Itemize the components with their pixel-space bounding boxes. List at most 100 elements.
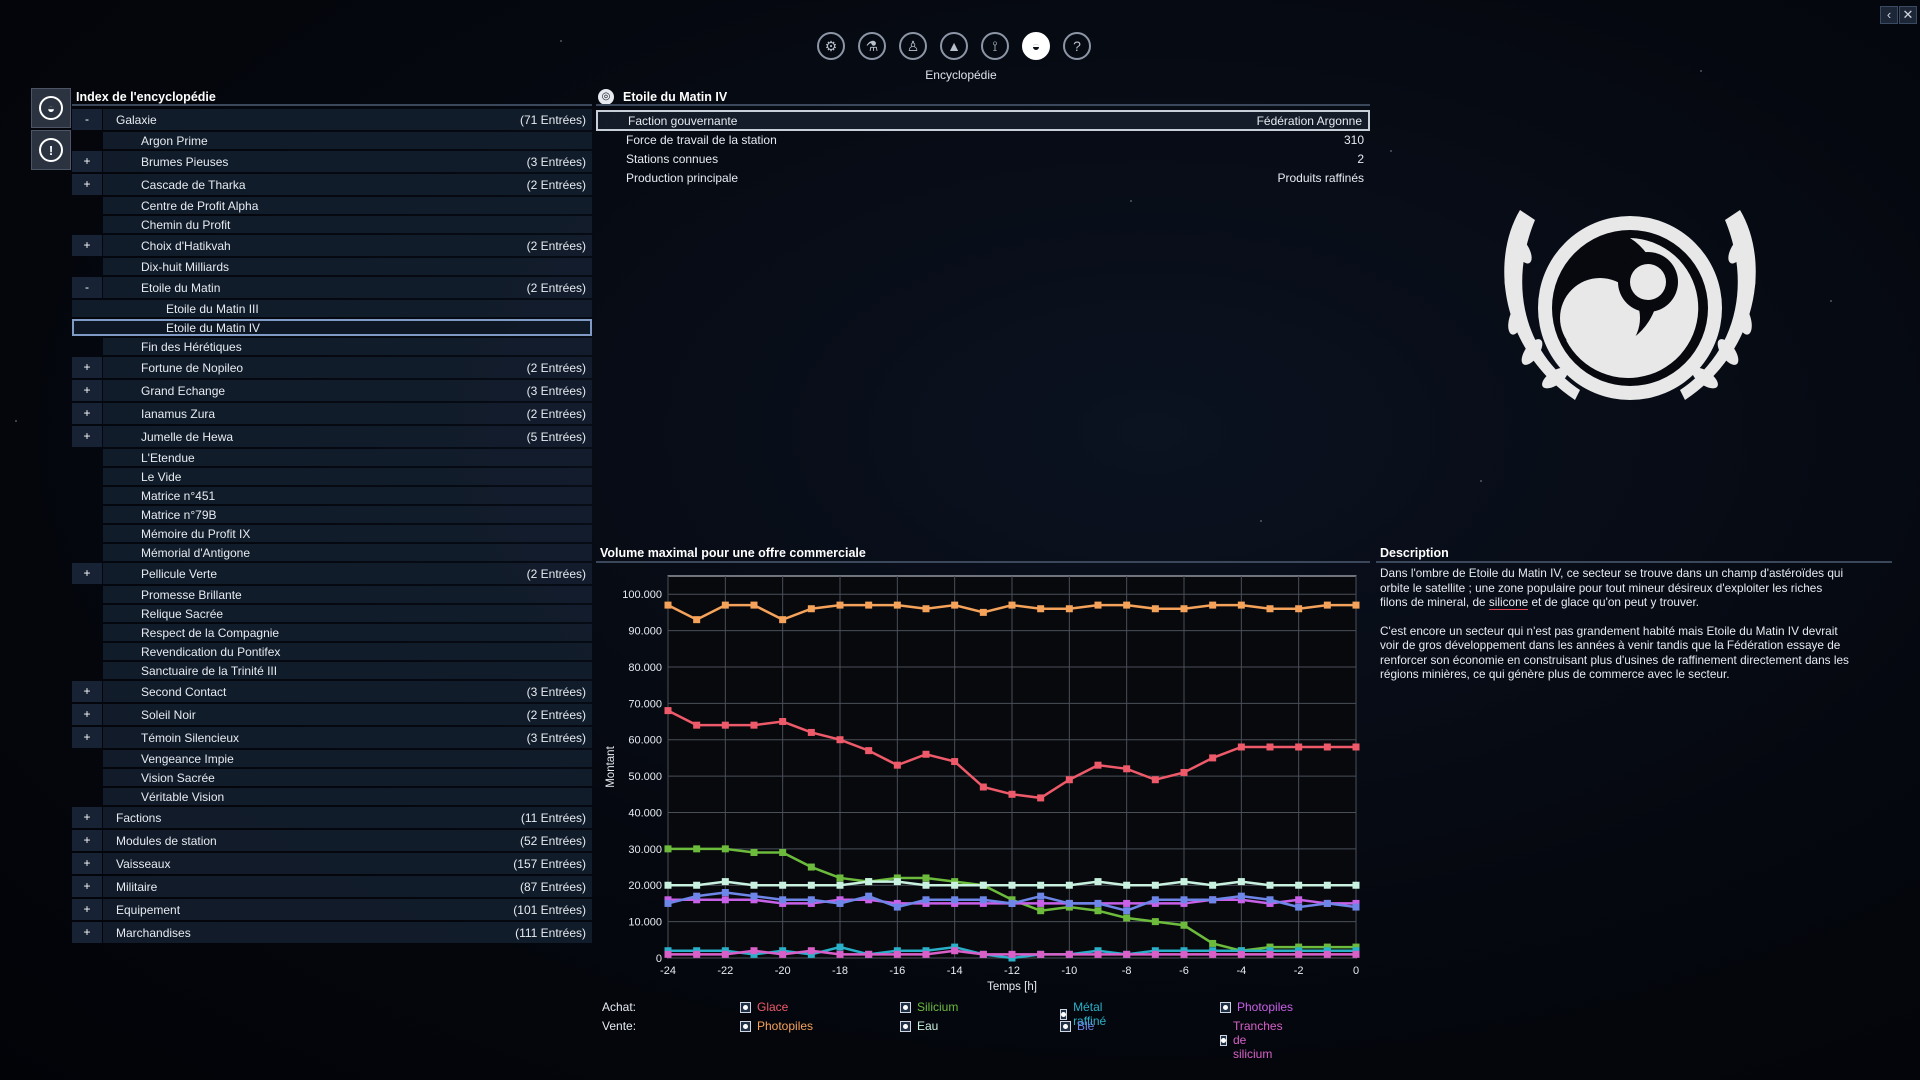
legend-checkbox[interactable]	[1060, 1020, 1071, 1032]
expand-button[interactable]: +	[72, 563, 102, 584]
tree-category[interactable]: + Factions (11 Entrées)	[72, 806, 592, 829]
collapse-button[interactable]: -	[72, 109, 102, 130]
expand-button[interactable]: +	[72, 151, 102, 172]
map-menu-button[interactable]: ⟟	[981, 32, 1009, 60]
property-row[interactable]: Force de travail de la station 310	[596, 131, 1370, 150]
expand-button[interactable]: +	[72, 853, 102, 874]
data-point	[1037, 605, 1045, 613]
legend-toggle[interactable]: Photopiles	[740, 1019, 813, 1033]
legend-toggle[interactable]: Silicium	[900, 1000, 958, 1014]
tree-item[interactable]: Dix-huit Milliards	[72, 257, 592, 276]
legend-checkbox[interactable]	[740, 1020, 751, 1032]
legend-toggle[interactable]: Eau	[900, 1019, 938, 1033]
data-point	[1352, 950, 1360, 958]
encyclopedia-tab-button[interactable]: ◒	[31, 88, 71, 128]
tree-item[interactable]: Fin des Hérétiques	[72, 337, 592, 356]
tree-item[interactable]: Matrice n°79B	[72, 505, 592, 524]
tree-item[interactable]: Chemin du Profit	[72, 215, 592, 234]
back-button[interactable]: ‹	[1880, 6, 1898, 24]
tree-item[interactable]: Respect de la Compagnie	[72, 623, 592, 642]
legend-toggle[interactable]: Métal raffiné	[1060, 1000, 1110, 1028]
entry-count: (2 Entrées)	[526, 360, 586, 375]
collapse-button[interactable]: -	[72, 277, 102, 298]
encyclopedia-menu-button[interactable]: ◒	[1022, 32, 1050, 60]
data-point	[779, 896, 787, 904]
property-row[interactable]: Faction gouvernante Fédération Argonne	[596, 110, 1370, 131]
legend-toggle[interactable]: Photopiles	[1220, 1000, 1293, 1014]
tree-item[interactable]: + Brumes Pieuses (3 Entrées)	[72, 150, 592, 173]
legend-checkbox[interactable]	[900, 1020, 911, 1032]
tree-item[interactable]: + Cascade de Tharka (2 Entrées)	[72, 173, 592, 196]
tree-item[interactable]: Mémorial d'Antigone	[72, 543, 592, 562]
tree-item[interactable]: Sanctuaire de la Trinité III	[72, 661, 592, 680]
tree-category[interactable]: + Marchandises (111 Entrées)	[72, 921, 592, 944]
tree-item[interactable]: Véritable Vision	[72, 787, 592, 806]
tree-item[interactable]: Revendication du Pontifex	[72, 642, 592, 661]
data-point	[836, 881, 844, 889]
legend-checkbox[interactable]	[900, 1001, 911, 1013]
data-point	[779, 718, 787, 726]
flask-icon: ⚗	[865, 37, 879, 54]
expand-button[interactable]: +	[72, 922, 102, 943]
flask-menu-button[interactable]: ⚗	[858, 32, 886, 60]
close-button[interactable]: ✕	[1899, 6, 1917, 24]
expand-button[interactable]: +	[72, 174, 102, 195]
tree-item[interactable]: Vision Sacrée	[72, 768, 592, 787]
expand-button[interactable]: +	[72, 380, 102, 401]
tree-item[interactable]: + Soleil Noir (2 Entrées)	[72, 703, 592, 726]
tree-item[interactable]: + Choix d'Hatikvah (2 Entrées)	[72, 234, 592, 257]
tree-item[interactable]: + Témoin Silencieux (3 Entrées)	[72, 726, 592, 749]
tree-item[interactable]: Le Vide	[72, 467, 592, 486]
expand-button[interactable]: +	[72, 727, 102, 748]
tree-item[interactable]: Matrice n°451	[72, 486, 592, 505]
legend-checkbox[interactable]	[1220, 1034, 1227, 1046]
expand-button[interactable]: +	[72, 235, 102, 256]
tree-item[interactable]: Promesse Brillante	[72, 585, 592, 604]
legend-checkbox[interactable]	[740, 1001, 751, 1013]
expand-button[interactable]: +	[72, 681, 102, 702]
expand-button[interactable]: +	[72, 403, 102, 424]
tree-category[interactable]: + Militaire (87 Entrées)	[72, 875, 592, 898]
data-point	[1323, 743, 1331, 751]
tree-item[interactable]: + Fortune de Nopileo (2 Entrées)	[72, 356, 592, 379]
person-menu-button[interactable]: ♙	[899, 32, 927, 60]
info-tab-button[interactable]: !	[31, 130, 71, 170]
tree-item[interactable]: Vengeance Impie	[72, 749, 592, 768]
expand-button[interactable]: +	[72, 426, 102, 447]
tree-item[interactable]: Relique Sacrée	[72, 604, 592, 623]
legend-checkbox[interactable]	[1220, 1001, 1231, 1013]
property-row[interactable]: Stations connues 2	[596, 150, 1370, 169]
tree-item[interactable]: + Ianamus Zura (2 Entrées)	[72, 402, 592, 425]
tree-item[interactable]: Centre de Profit Alpha	[72, 196, 592, 215]
tree-item[interactable]: + Jumelle de Hewa (5 Entrées)	[72, 425, 592, 448]
expand-button[interactable]: +	[72, 357, 102, 378]
row-background	[103, 563, 592, 584]
legend-toggle[interactable]: Tranches de silicium	[1220, 1019, 1287, 1061]
expand-button[interactable]: +	[72, 876, 102, 897]
tree-item[interactable]: Mémoire du Profit IX	[72, 524, 592, 543]
tree-item[interactable]: + Grand Echange (3 Entrées)	[72, 379, 592, 402]
tree-category[interactable]: - Galaxie (71 Entrées)	[72, 108, 592, 131]
tree-item[interactable]: Etoile du Matin IV	[72, 318, 592, 337]
row-background	[103, 216, 592, 233]
tree-item[interactable]: - Etoile du Matin (2 Entrées)	[72, 276, 592, 299]
tree-category[interactable]: + Modules de station (52 Entrées)	[72, 829, 592, 852]
tree-item[interactable]: Etoile du Matin III	[72, 299, 592, 318]
expand-button[interactable]: +	[72, 899, 102, 920]
ship-menu-button[interactable]: ▲	[940, 32, 968, 60]
tree-category[interactable]: + Equipement (101 Entrées)	[72, 898, 592, 921]
legend-toggle[interactable]: Blé	[1060, 1019, 1094, 1033]
tree-item[interactable]: + Pellicule Verte (2 Entrées)	[72, 562, 592, 585]
tree-category[interactable]: + Vaisseaux (157 Entrées)	[72, 852, 592, 875]
help-menu-button[interactable]: ?	[1063, 32, 1091, 60]
tree-item[interactable]: L'Etendue	[72, 448, 592, 467]
tree-item[interactable]: + Second Contact (3 Entrées)	[72, 680, 592, 703]
legend-checkbox[interactable]	[1060, 1008, 1068, 1020]
settings-menu-button[interactable]: ⚙	[817, 32, 845, 60]
legend-toggle[interactable]: Glace	[740, 1000, 788, 1014]
expand-button[interactable]: +	[72, 830, 102, 851]
expand-button[interactable]: +	[72, 807, 102, 828]
expand-button[interactable]: +	[72, 704, 102, 725]
tree-item[interactable]: Argon Prime	[72, 131, 592, 150]
property-row[interactable]: Production principale Produits raffinés	[596, 169, 1370, 188]
